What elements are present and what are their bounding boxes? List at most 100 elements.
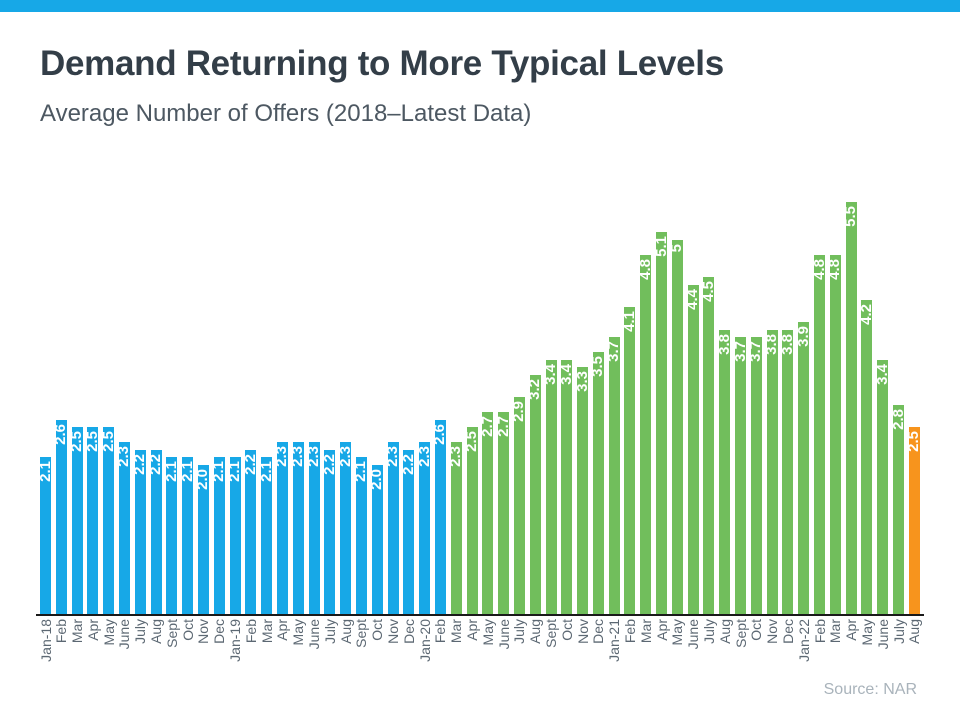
bar: 4.1 Feb (620, 307, 638, 643)
x-axis-label: Oct (179, 619, 196, 641)
x-axis-label: Mar (637, 619, 654, 644)
bar-value-label: 2.5 (463, 431, 481, 452)
x-axis-label: Jan-20 (416, 619, 433, 662)
x-axis-label: Dec (779, 619, 796, 644)
x-axis-label: Nov (574, 619, 591, 644)
x-axis-label: Dec (590, 619, 607, 644)
bar-value-label: 2.0 (194, 469, 212, 490)
x-axis-label: Apr (84, 619, 101, 641)
x-axis-label: Feb (242, 619, 259, 644)
bar-value-label: 4.8 (826, 259, 844, 280)
bar: 2.5 Apr (463, 427, 481, 641)
x-axis-label: Oct (369, 619, 386, 641)
x-axis-label: June (116, 619, 133, 650)
x-axis-label: May (100, 619, 117, 646)
bar-value-label: 4.8 (636, 259, 654, 280)
bar-value-label: 3.9 (794, 326, 812, 347)
x-axis-label: Feb (432, 619, 449, 644)
bar: 2.3 Mar (447, 442, 464, 643)
x-axis-label: Jan-19 (227, 619, 244, 662)
x-axis-label: Dec (211, 619, 228, 644)
bar: 2.2 Feb (242, 450, 259, 643)
bar-value-label: 4.4 (684, 289, 702, 310)
bar: 2.1 Jan-19 (226, 457, 244, 662)
x-axis-label: Oct (748, 619, 765, 641)
bar-value-label: 3.2 (526, 379, 544, 400)
x-axis-label: Sept (353, 619, 370, 648)
bar: 2.6 Feb (52, 420, 69, 643)
bar: 2.8 July (889, 405, 907, 644)
bar-value-label: 4.1 (620, 311, 638, 332)
bar: 2.5 Mar (68, 427, 85, 643)
x-axis-label: Mar (69, 619, 86, 644)
bar-value-label: 2.8 (889, 409, 907, 430)
bars-container: 2.1 Jan-18 2.6 Feb 2.5 Mar 2.5 Apr 2.5 May 2.3 June… (37, 150, 923, 662)
x-axis-label: Mar (448, 619, 465, 644)
bar-value-label: 5 (668, 244, 686, 253)
x-axis-label: Feb (621, 619, 638, 644)
bar: 2.2 Dec (400, 450, 417, 644)
bar: 2.7 May (479, 412, 496, 645)
bar: 2.1 Mar (258, 457, 275, 643)
bar: 2.3 May (289, 442, 307, 645)
bar: 2.9 July (510, 397, 527, 644)
bar: 5 May (668, 240, 686, 645)
bar: 3.4 Sept (542, 360, 559, 648)
bar: 2.5 Aug (905, 427, 923, 644)
bar-value-label: 2.1 (162, 461, 180, 482)
x-axis-label: May (290, 619, 307, 646)
x-axis-label: Apr (653, 619, 670, 641)
bar: 2.7 June (494, 412, 512, 649)
bar-value-label: 2.2 (147, 454, 165, 475)
accent-bar (0, 0, 960, 12)
bar-value-label: 3.4 (873, 364, 891, 385)
bar-value-label: 2.5 (99, 431, 117, 452)
bar-value-label: 2.7 (494, 416, 512, 437)
bar: 2.5 May (99, 427, 117, 645)
bar-value-label: 2.3 (415, 446, 433, 467)
bar-value-label: 3.8 (715, 334, 733, 355)
x-axis-label: July (321, 619, 338, 644)
x-axis-label: Nov (764, 619, 781, 644)
bar: 5.5 Apr (842, 202, 859, 641)
bar-value-label: 2.3 (336, 446, 354, 467)
bar-value-label: 2.1 (226, 461, 244, 482)
source-note: Source: NAR (823, 681, 917, 698)
bar-value-label: 2.5 (905, 431, 923, 452)
x-axis-label: July (511, 619, 528, 644)
bar: 3.9 Jan-22 (794, 322, 812, 662)
bar-value-label: 4.8 (810, 259, 828, 280)
bar: 3.5 Dec (589, 352, 607, 644)
bar: 3.8 Aug (715, 330, 733, 644)
x-axis-label: Oct (558, 619, 575, 641)
bar-value-label: 2.3 (289, 446, 307, 467)
bar: 2.3 June (115, 442, 133, 649)
bar-value-label: 3.5 (589, 356, 607, 377)
x-axis-label: Mar (258, 619, 275, 644)
x-axis-label: Nov (195, 619, 212, 644)
bar: 5.1 Apr (653, 232, 670, 641)
x-axis-label: Jan-21 (606, 619, 623, 662)
bar: 2.3 Jan-20 (415, 442, 433, 662)
bar: 2.1 Dec (210, 457, 227, 644)
bar: 2.0 Nov (194, 465, 212, 644)
page-subtitle: Average Number of Offers (2018–Latest Da… (40, 100, 532, 127)
x-axis-label: June (306, 619, 323, 650)
bar: 4.8 Mar (826, 255, 844, 643)
bar: 4.2 May (858, 300, 875, 645)
bar-value-label: 2.3 (115, 446, 133, 467)
x-axis-label: July (700, 619, 717, 644)
x-axis-label: Aug (148, 619, 165, 644)
x-axis-label: Jan-18 (37, 619, 54, 662)
bar-value-label: 2.3 (305, 446, 323, 467)
bar: 3.2 Aug (526, 375, 544, 644)
bar: 3.4 June (873, 360, 891, 649)
bar-value-label: 3.7 (605, 341, 623, 362)
x-axis-label: July (132, 619, 149, 644)
bar: 4.8 Mar (636, 255, 654, 643)
page-title: Demand Returning to More Typical Levels (40, 44, 724, 83)
bar: 2.1 Jan-18 (37, 457, 54, 662)
bar: 3.7 Oct (747, 337, 764, 641)
bar-value-label: 2.3 (273, 446, 291, 467)
